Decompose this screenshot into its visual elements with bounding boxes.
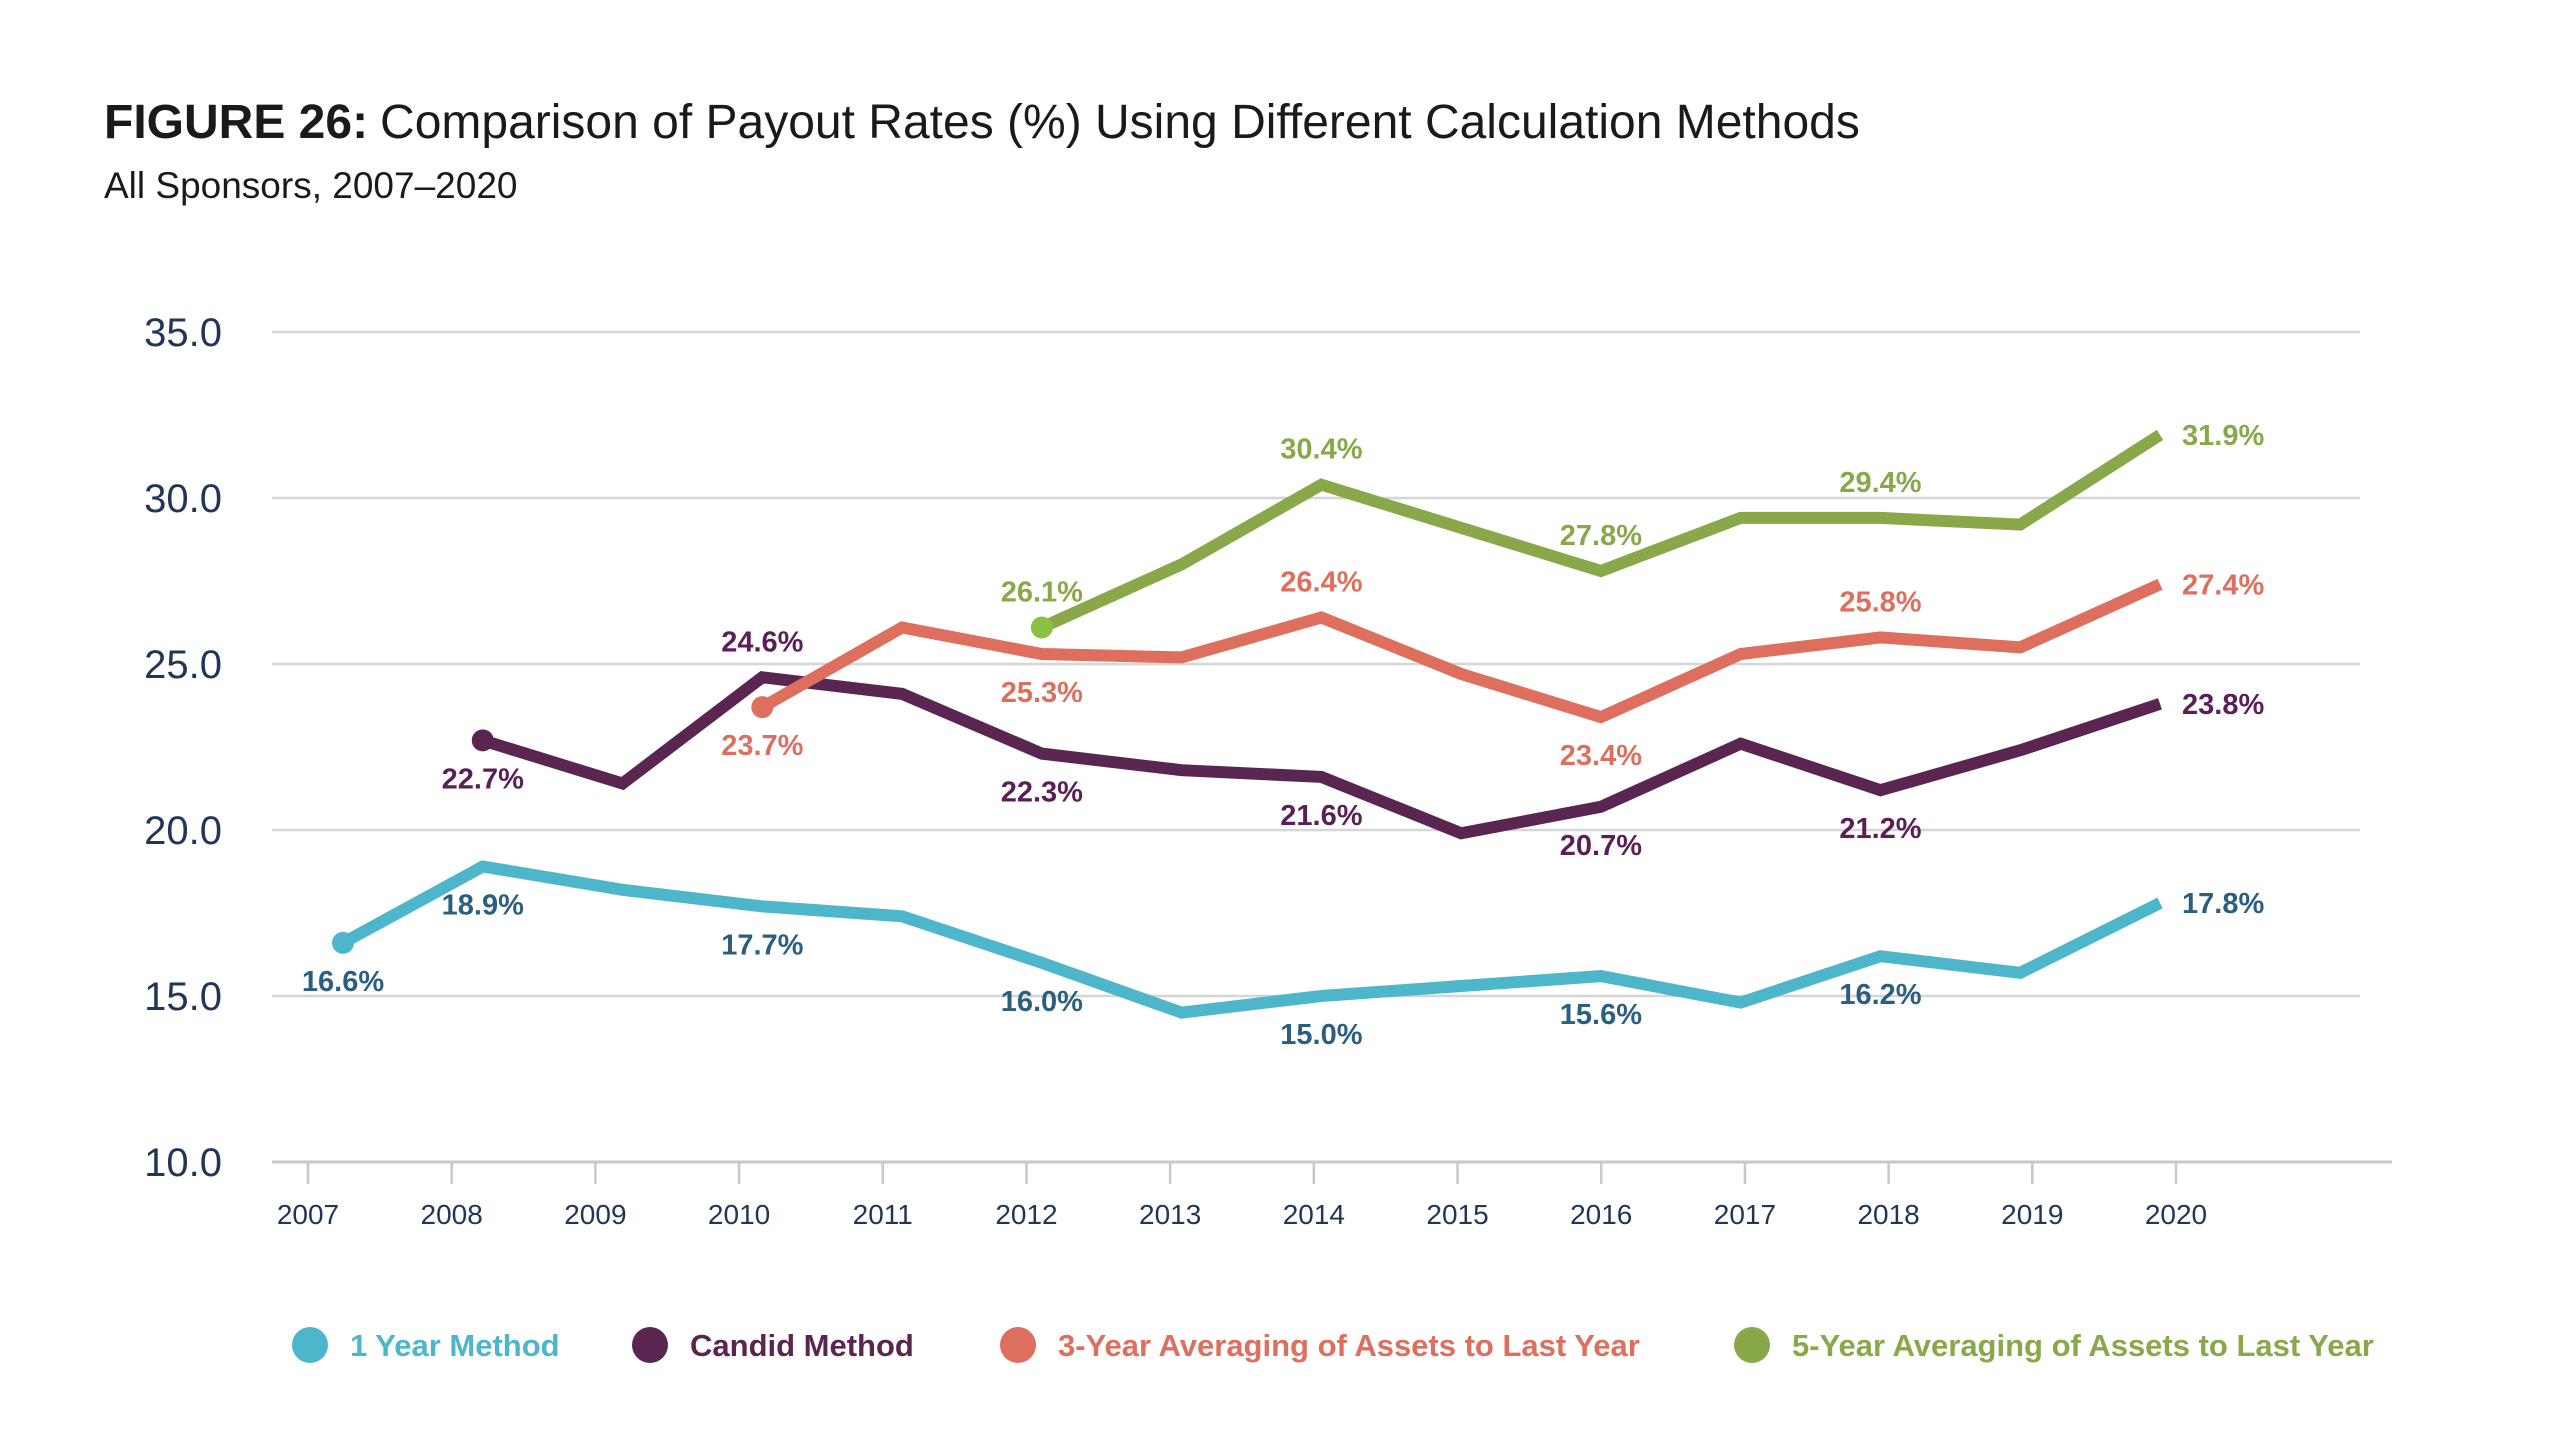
data-label: 31.9%	[2182, 420, 2264, 452]
legend-item: 3-Year Averaging of Assets to Last Year	[1000, 1327, 1640, 1363]
x-tick-label: 2009	[564, 1199, 626, 1230]
x-tick-label: 2010	[708, 1199, 770, 1230]
y-tick-label: 15.0	[144, 975, 222, 1019]
legend-swatch	[1000, 1327, 1036, 1363]
legend-label: 5-Year Averaging of Assets to Last Year	[1792, 1328, 2374, 1363]
x-tick-label: 2012	[995, 1199, 1057, 1230]
data-label: 18.9%	[442, 890, 524, 922]
legend-item: Candid Method	[632, 1327, 914, 1363]
y-tick-label: 10.0	[144, 1141, 222, 1185]
data-label: 23.4%	[1560, 740, 1642, 772]
series-start-marker	[1030, 616, 1053, 639]
legend-label: 1 Year Method	[350, 1328, 560, 1363]
x-tick-label: 2016	[1570, 1199, 1632, 1230]
legend-label: Candid Method	[690, 1328, 914, 1363]
data-label: 16.2%	[1839, 979, 1921, 1011]
series-line-3	[759, 578, 2163, 724]
x-axis: 2007 2008 2009 2010 2011 2012 2013 2014 2015 2016…	[277, 1162, 2207, 1230]
data-label: 23.8%	[2182, 689, 2264, 721]
data-label: 23.7%	[721, 730, 803, 762]
chart-title-text: Comparison of Payout Rates (%) Using Dif…	[380, 96, 1860, 149]
x-tick-label: 2017	[1714, 1199, 1776, 1230]
x-tick-label: 2020	[2145, 1199, 2207, 1230]
data-label: 25.8%	[1839, 586, 1921, 618]
series-start-marker	[751, 696, 774, 719]
y-tick-label: 25.0	[144, 643, 222, 687]
data-label: 22.7%	[442, 763, 524, 795]
series-start-marker	[471, 729, 494, 752]
legend-swatch	[1734, 1327, 1770, 1363]
x-tick-label: 2015	[1426, 1199, 1488, 1230]
chart-title-figure-number: FIGURE 26:	[104, 96, 368, 149]
data-label: 20.7%	[1560, 830, 1642, 862]
legend-label: 3-Year Averaging of Assets to Last Year	[1058, 1328, 1640, 1363]
data-label: 25.3%	[1001, 677, 1083, 709]
data-label: 30.4%	[1280, 434, 1362, 466]
legend: 1 Year Method Candid Method 3-Year Averagi…	[292, 1327, 2374, 1363]
x-tick-label: 2011	[853, 1199, 913, 1230]
data-label: 27.4%	[2182, 569, 2264, 601]
legend-swatch	[632, 1327, 668, 1363]
x-tick-label: 2019	[2001, 1199, 2063, 1230]
legend-item: 5-Year Averaging of Assets to Last Year	[1734, 1327, 2374, 1363]
y-tick-label: 20.0	[144, 809, 222, 853]
data-label: 17.7%	[721, 929, 803, 961]
series-line-1	[340, 860, 2163, 1019]
data-label: 15.6%	[1560, 999, 1642, 1031]
x-tick-label: 2007	[277, 1199, 339, 1230]
data-label: 24.6%	[721, 626, 803, 658]
chart-title: FIGURE 26: Comparison of Payout Rates (%)…	[104, 96, 1860, 149]
data-label: 27.8%	[1560, 520, 1642, 552]
data-label: 15.0%	[1280, 1019, 1362, 1051]
data-label: 22.3%	[1001, 777, 1083, 809]
chart-subtitle: All Sponsors, 2007–2020	[104, 165, 517, 206]
series-start-marker	[332, 931, 354, 954]
x-tick-label: 2018	[1857, 1199, 1919, 1230]
series-line-2	[481, 671, 2162, 840]
data-label: 21.6%	[1280, 800, 1362, 832]
data-labels: 16.6% 18.9% 17.7% 16.0% 15.0% 15.6% 16.2% 17.8%…	[302, 420, 2265, 1051]
series-line-4	[1039, 429, 2164, 633]
x-tick-label: 2014	[1283, 1199, 1345, 1230]
series-lines	[332, 429, 2164, 1019]
x-tick-label: 2013	[1139, 1199, 1201, 1230]
data-label: 26.4%	[1280, 567, 1362, 599]
data-label: 16.0%	[1001, 986, 1083, 1018]
y-tick-label: 35.0	[144, 311, 222, 355]
data-label: 21.2%	[1839, 813, 1921, 845]
y-tick-label: 30.0	[144, 477, 222, 521]
x-tick-label: 2008	[421, 1199, 483, 1230]
legend-item: 1 Year Method	[292, 1327, 560, 1363]
data-label: 17.8%	[2182, 888, 2264, 920]
legend-swatch	[292, 1327, 328, 1363]
y-axis-ticks: 35.0 30.0 25.0 20.0 15.0 10.0	[144, 311, 222, 1185]
data-label: 29.4%	[1839, 467, 1921, 499]
data-label: 16.6%	[302, 966, 384, 998]
data-label: 26.1%	[1001, 576, 1083, 608]
